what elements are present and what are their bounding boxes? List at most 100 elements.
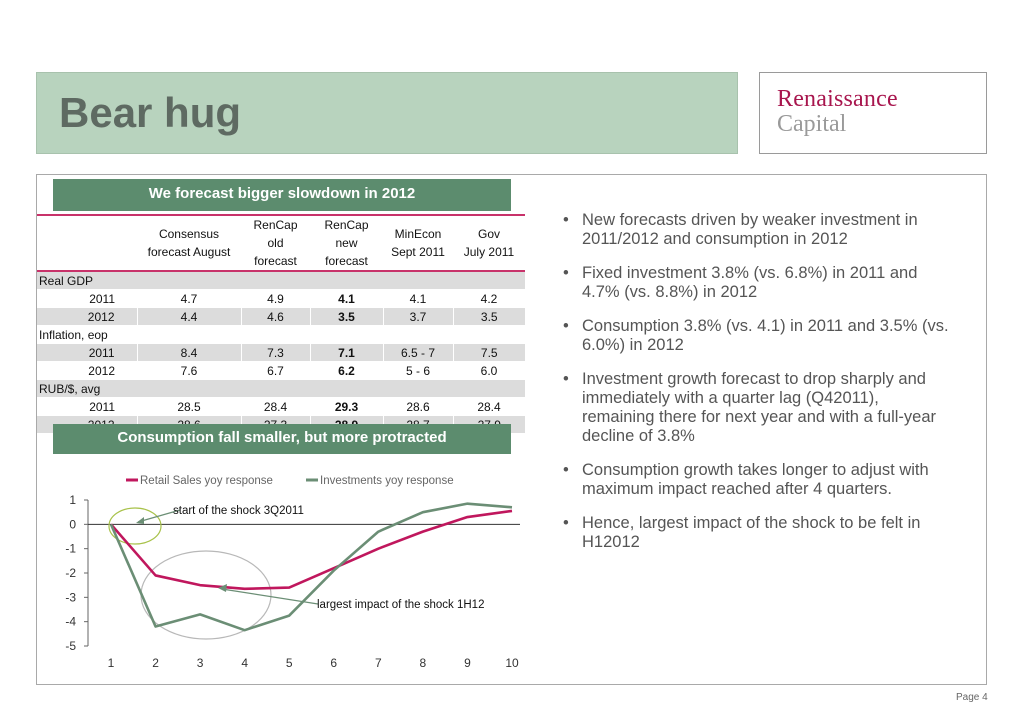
chart-header: Consumption fall smaller, but more protr… xyxy=(53,424,511,454)
legend-label: Retail Sales yoy response xyxy=(140,475,273,487)
value-cell: 6.7 xyxy=(241,361,310,380)
bullet-text: Investment growth forecast to drop sharp… xyxy=(582,370,937,445)
value-cell: 5 - 6 xyxy=(383,361,453,380)
column-header: RenCap old forecast xyxy=(241,214,310,272)
column-header-line: forecast xyxy=(254,254,297,268)
column-header-line: forecast August xyxy=(147,245,231,259)
empty-cell xyxy=(241,271,310,290)
y-tick-label: -3 xyxy=(65,590,76,604)
largest-impact-arrow xyxy=(221,588,319,605)
value-cell: 6.5 - 7 xyxy=(382,343,453,362)
group-label: Inflation, eop xyxy=(37,325,137,344)
table-row: 2011 4.7 4.9 4.1 4.1 4.2 xyxy=(37,289,525,308)
table-row: 2011 8.4 7.3 7.1 6.5 - 7 7.5 xyxy=(37,343,525,362)
x-tick-label: 4 xyxy=(241,656,248,670)
table-row: 2011 28.5 28.4 29.3 28.6 28.4 xyxy=(37,397,525,416)
bullet-dot-icon: • xyxy=(563,514,569,532)
year-cell: 2012 xyxy=(37,361,137,380)
bullet-dot-icon: • xyxy=(563,211,569,229)
empty-cell xyxy=(310,325,383,344)
y-tick-label: -5 xyxy=(65,639,76,653)
empty-cell xyxy=(453,271,525,290)
group-row: Real GDP xyxy=(37,271,525,290)
bullet-item: • Hence, largest impact of the shock to b… xyxy=(563,514,955,552)
value-cell: 7.5 xyxy=(452,343,525,362)
x-tick-label: 3 xyxy=(197,656,204,670)
column-header-line: July 2011 xyxy=(463,245,515,259)
bullet-text: Fixed investment 3.8% (vs. 6.8%) in 2011… xyxy=(582,264,918,301)
bullet-text: New forecasts driven by weaker investmen… xyxy=(582,211,918,248)
table-header-row: Consensus forecast August RenCap old foreca… xyxy=(37,214,525,272)
value-cell: 3.5 xyxy=(452,307,525,326)
column-header-blank xyxy=(37,214,137,272)
value-cell: 29.3 xyxy=(310,397,383,416)
empty-cell xyxy=(241,325,310,344)
table-row: 2012 7.6 6.7 6.2 5 - 6 6.0 xyxy=(37,361,525,380)
column-header-line: RenCap old xyxy=(253,218,298,250)
value-cell: 4.1 xyxy=(310,289,383,308)
largest-impact-annotation: largest impact of the shock 1H12 xyxy=(317,599,484,611)
column-header: Consensus forecast August xyxy=(137,214,241,272)
empty-cell xyxy=(383,271,453,290)
group-row: RUB/$, avg xyxy=(37,379,525,398)
empty-cell xyxy=(241,379,310,398)
column-header-line: Gov xyxy=(477,227,500,241)
company-logo: Renaissance Capital xyxy=(759,72,987,154)
empty-cell xyxy=(137,271,241,290)
shock-start-arrow xyxy=(137,509,181,523)
x-tick-label: 10 xyxy=(505,656,519,670)
column-header-line: RenCap new xyxy=(324,218,369,250)
group-label: RUB/$, avg xyxy=(37,379,137,398)
empty-cell xyxy=(310,379,383,398)
bullet-item: • New forecasts driven by weaker investme… xyxy=(563,211,955,249)
value-cell: 6.2 xyxy=(310,361,383,380)
x-tick-label: 2 xyxy=(152,656,159,670)
empty-cell xyxy=(137,325,241,344)
table-body: Real GDP 2011 4.7 4.9 4.1 4.1 4.2 2012 4.4 4.6 3.5… xyxy=(37,271,525,434)
forecast-table: Consensus forecast August RenCap old foreca… xyxy=(37,214,525,434)
legend-label: Investments yoy response xyxy=(320,475,454,487)
value-cell: 28.6 xyxy=(383,397,453,416)
series-line xyxy=(110,509,513,591)
forecast-table-wrap: Consensus forecast August RenCap old foreca… xyxy=(37,214,525,434)
column-header-line: MinEcon xyxy=(394,227,442,241)
y-tick-label: 0 xyxy=(69,517,76,531)
bullet-item: • Fixed investment 3.8% (vs. 6.8%) in 201… xyxy=(563,264,955,302)
shock-start-annotation: start of the shock 3Q2011 xyxy=(173,505,304,517)
year-cell: 2011 xyxy=(37,343,137,362)
content-frame xyxy=(36,174,987,685)
shock-start-arrowhead xyxy=(136,517,144,524)
bullet-list: • New forecasts driven by weaker investme… xyxy=(563,211,955,567)
bullet-dot-icon: • xyxy=(563,264,569,282)
logo-line-1: Renaissance xyxy=(777,86,898,112)
value-cell: 4.9 xyxy=(241,289,310,308)
value-cell: 7.1 xyxy=(309,343,383,362)
largest-impact-arrowhead xyxy=(218,584,227,592)
bullet-dot-icon: • xyxy=(563,317,569,335)
column-header-line: forecast xyxy=(325,254,368,268)
empty-cell xyxy=(383,325,453,344)
year-cell: 2012 xyxy=(37,307,137,326)
value-cell: 7.3 xyxy=(240,343,310,362)
bullet-text: Consumption growth takes longer to adjus… xyxy=(582,461,929,498)
x-tick-label: 5 xyxy=(286,656,293,670)
value-cell: 28.4 xyxy=(241,397,310,416)
column-header-line: Sept 2011 xyxy=(391,245,445,259)
value-cell: 8.4 xyxy=(136,343,241,362)
series-line xyxy=(109,502,513,632)
value-cell: 4.4 xyxy=(136,307,241,326)
column-header: MinEcon Sept 2011 xyxy=(383,214,453,272)
value-cell: 4.7 xyxy=(137,289,241,308)
y-tick-label: 1 xyxy=(69,493,76,507)
empty-cell xyxy=(453,379,525,398)
bullet-item: • Consumption growth takes longer to adju… xyxy=(563,461,955,499)
x-tick-label: 1 xyxy=(108,656,115,670)
value-cell: 4.1 xyxy=(383,289,453,308)
column-header: RenCap new forecast xyxy=(310,214,383,272)
empty-cell xyxy=(453,325,525,344)
bullet-dot-icon: • xyxy=(563,461,569,479)
value-cell: 28.4 xyxy=(453,397,525,416)
x-tick-label: 9 xyxy=(464,656,471,670)
year-cell: 2011 xyxy=(37,397,137,416)
